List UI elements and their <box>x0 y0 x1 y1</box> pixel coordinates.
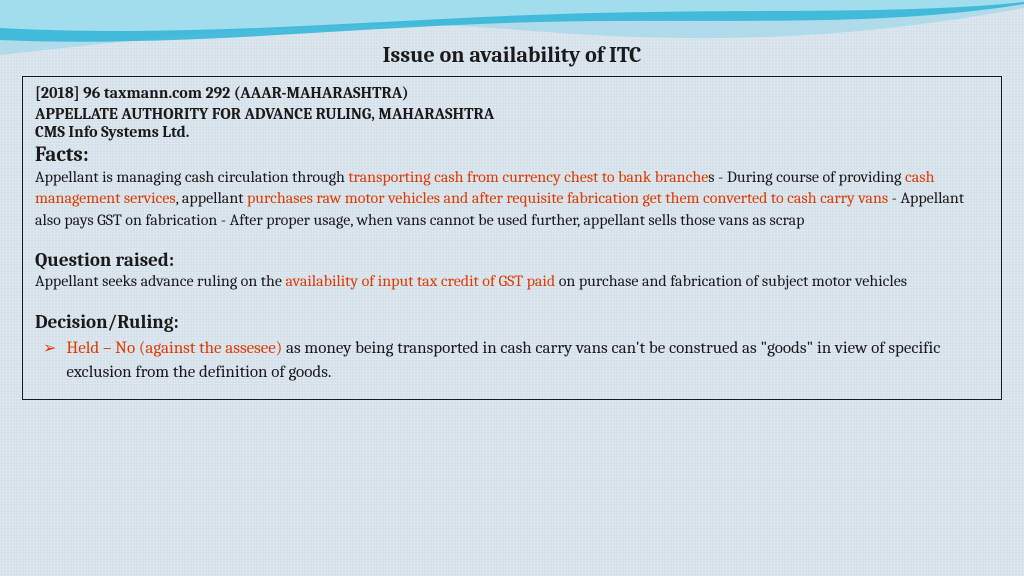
facts-highlight-3: purchases raw motor vehicles and after r… <box>247 189 888 207</box>
facts-text-3: , appellant <box>176 189 247 207</box>
question-highlight-1: availability of input tax credit of GST … <box>285 272 555 290</box>
question-text-2: on purchase and fabrication of subject m… <box>555 272 907 290</box>
question-heading: Question raised: <box>35 249 989 271</box>
question-text-1: Appellant seeks advance ruling on the <box>35 272 285 290</box>
company-line: CMS Info Systems Ltd. <box>35 123 989 141</box>
page-title: Issue on availability of ITC <box>0 0 1024 76</box>
facts-heading: Facts: <box>35 143 989 167</box>
authority-line: APPELLATE AUTHORITY FOR ADVANCE RULING, … <box>35 105 989 123</box>
decision-heading: Decision/Ruling: <box>35 311 989 333</box>
decision-bullet-row: ➢ Held – No (against the assesee) as mon… <box>35 337 989 385</box>
citation-line: [2018] 96 taxmann.com 292 (AAAR-MAHARASH… <box>35 83 989 105</box>
facts-text-1: Appellant is managing cash circulation t… <box>35 168 348 186</box>
decision-highlight-1: Held – No (against the assesee) <box>66 339 282 358</box>
content-box: [2018] 96 taxmann.com 292 (AAAR-MAHARASH… <box>22 76 1002 400</box>
facts-body: Appellant is managing cash circulation t… <box>35 167 989 232</box>
facts-text-2: s - During course of providing <box>708 168 905 186</box>
question-body: Appellant seeks advance ruling on the av… <box>35 271 989 293</box>
bullet-arrow-icon: ➢ <box>43 337 56 359</box>
decision-body: Held – No (against the assesee) as money… <box>66 337 989 385</box>
facts-highlight-1: transporting cash from currency chest to… <box>348 168 708 186</box>
